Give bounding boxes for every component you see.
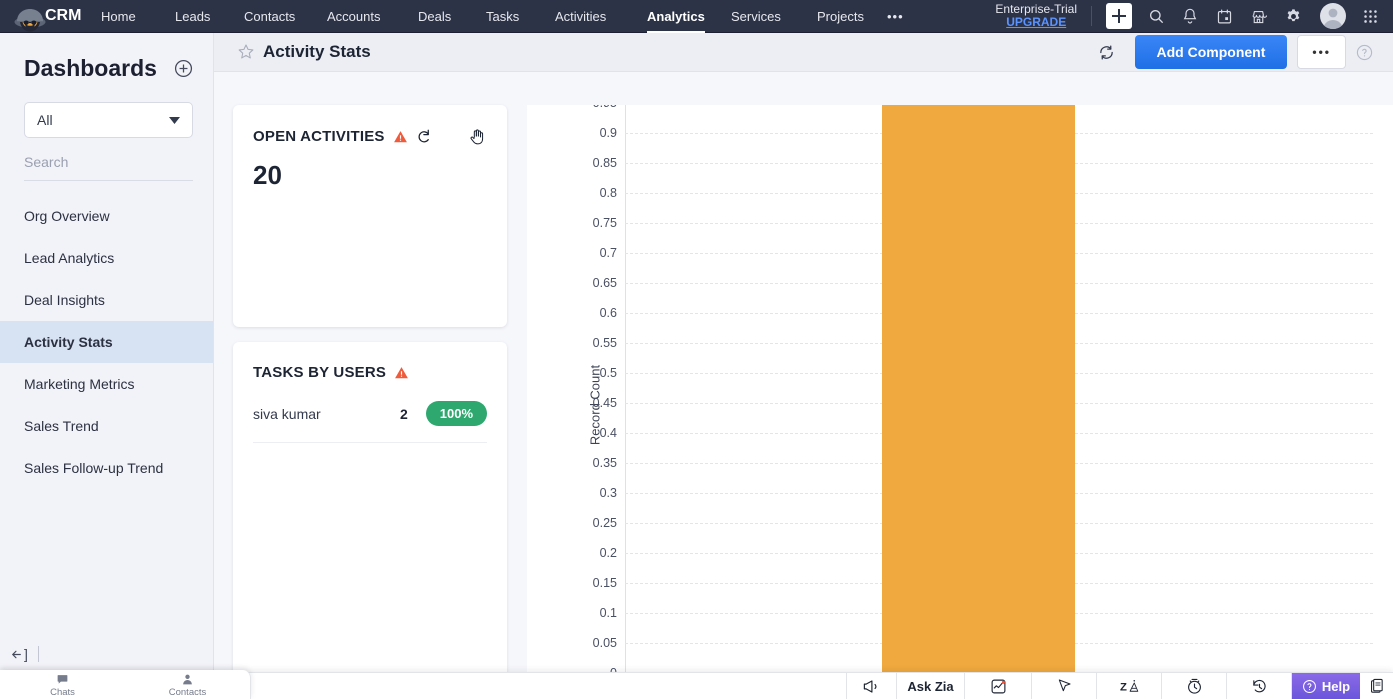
svg-text:Z: Z — [1120, 681, 1127, 693]
